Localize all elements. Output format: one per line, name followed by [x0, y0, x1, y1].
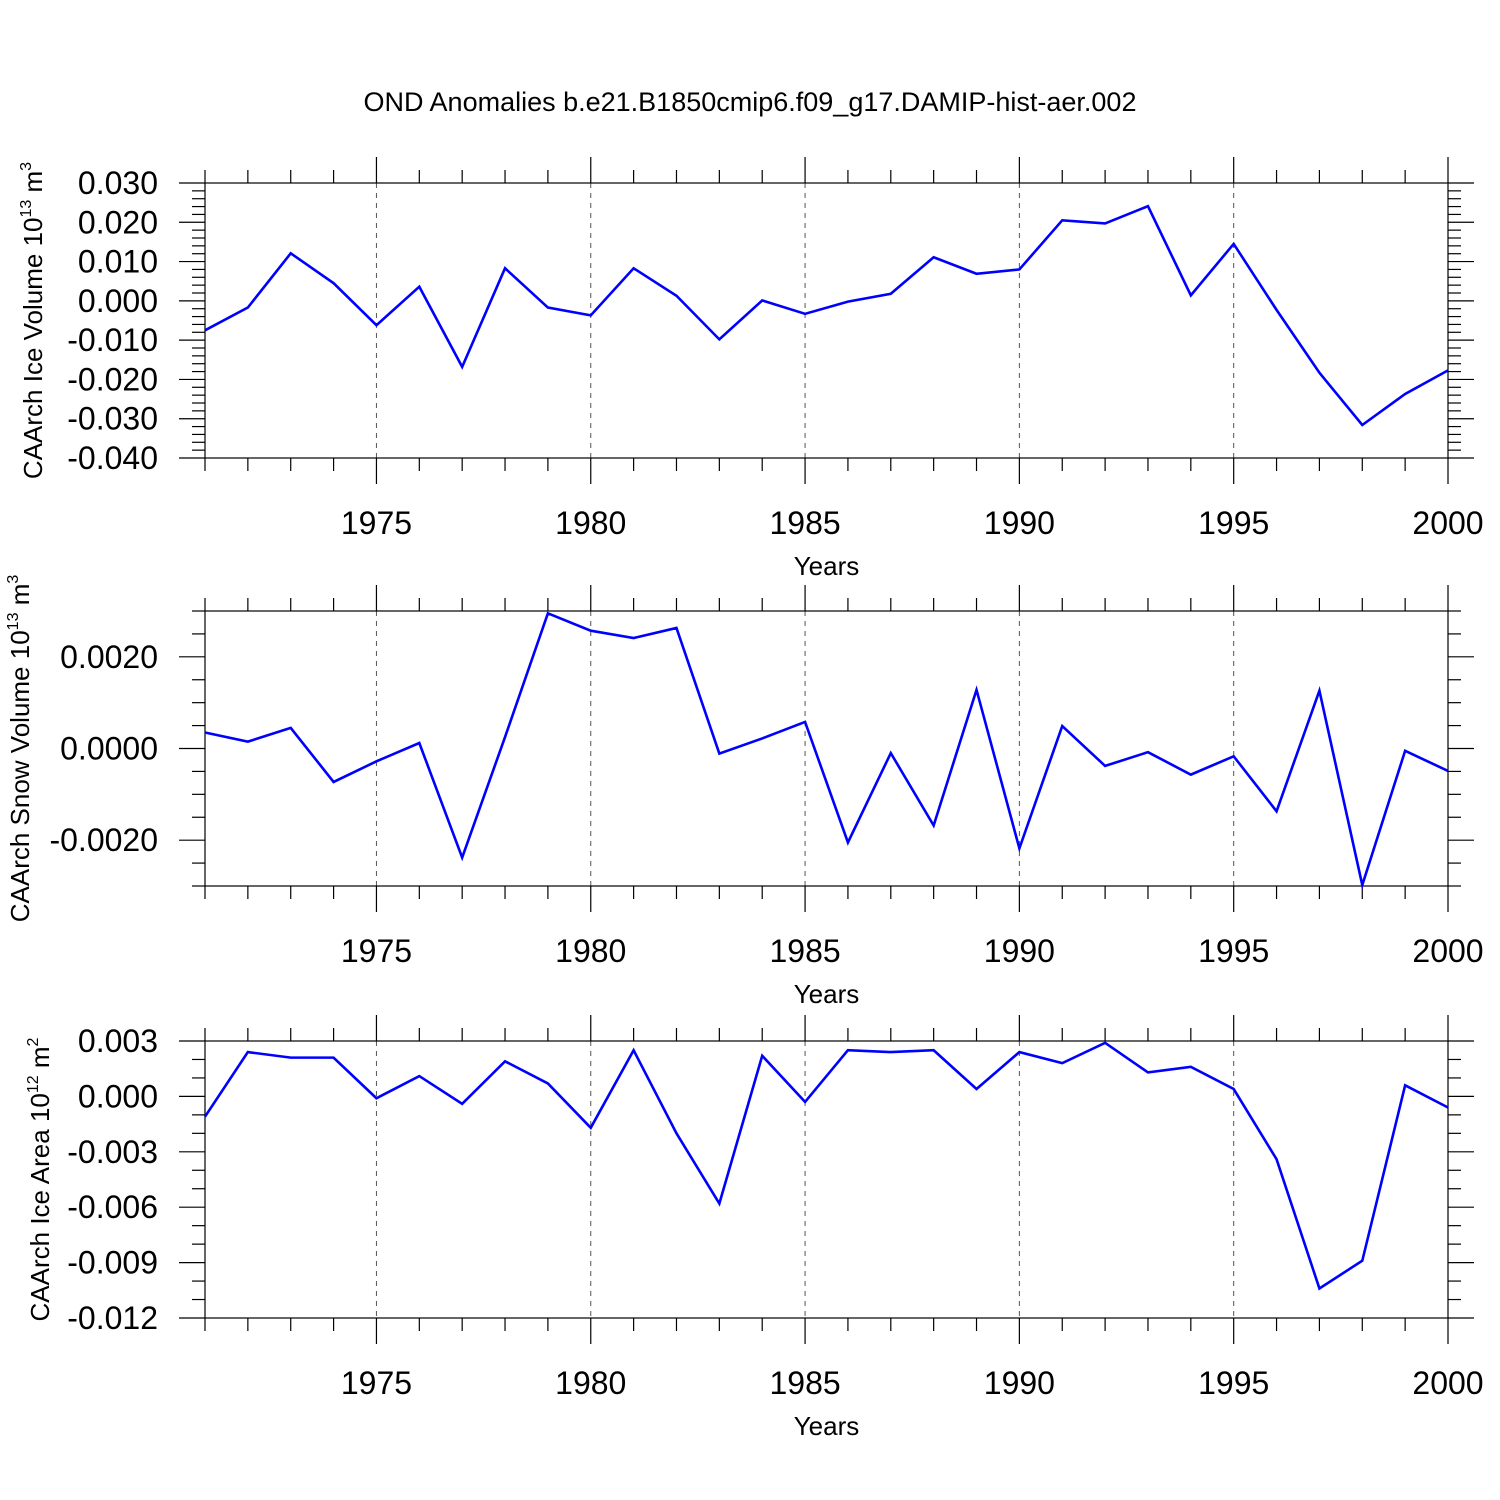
- y-tick-label: -0.020: [67, 361, 158, 397]
- y-axis-label: CAArch Ice Volume 1013 m3: [18, 162, 48, 479]
- y-tick-label: 0.030: [78, 165, 158, 201]
- y-axis-label: CAArch Snow Volume 1013 m3: [5, 575, 35, 923]
- plot-frame: [204, 1040, 1449, 1319]
- series-line: [203, 1041, 1449, 1291]
- y-tick-label: -0.010: [67, 322, 158, 358]
- x-tick-label: 1985: [769, 1365, 840, 1401]
- figure-title: OND Anomalies b.e21.B1850cmip6.f09_g17.D…: [364, 87, 1137, 117]
- x-tick-label: 1995: [1198, 505, 1269, 541]
- y-tick-label: -0.040: [67, 440, 158, 476]
- panel-2: 0.0020 0.0000 -0.0020 1975 1980 1985 1990 1995 2…: [5, 575, 1484, 1009]
- plot-frame: [204, 182, 1449, 459]
- x-tick-label: 1985: [769, 933, 840, 969]
- x-tick-label: 1995: [1198, 933, 1269, 969]
- y-tick-label: 0.003: [78, 1023, 158, 1059]
- y-tick-label: -0.009: [67, 1245, 158, 1281]
- series-line: [204, 204, 1449, 427]
- y-tick-label: 0.000: [78, 1078, 158, 1114]
- x-tick-label: 1975: [341, 933, 412, 969]
- y-tick-label: 0.020: [78, 204, 158, 240]
- x-tick-label: 1995: [1198, 1365, 1269, 1401]
- panel-3: 0.003 0.000 -0.003 -0.006 -0.009 -0.012 1975 19…: [25, 1015, 1484, 1441]
- y-tick-label: -0.030: [67, 401, 158, 437]
- series-line: [204, 611, 1449, 891]
- x-tick-label: 1980: [555, 933, 626, 969]
- x-tick-label: 1990: [984, 1365, 1055, 1401]
- y-tick-label: 0.000: [78, 283, 158, 319]
- x-tick-label: 2000: [1412, 1365, 1483, 1401]
- x-tick-label: 1980: [555, 505, 626, 541]
- y-tick-label: 0.0000: [60, 731, 158, 767]
- x-axis-label: Years: [794, 979, 860, 1009]
- y-tick-label: -0.003: [67, 1134, 158, 1170]
- x-tick-label: 2000: [1412, 933, 1483, 969]
- x-tick-label: 2000: [1412, 505, 1483, 541]
- x-tick-label: 1990: [984, 505, 1055, 541]
- x-tick-label: 1975: [341, 1365, 412, 1401]
- y-tick-label: -0.012: [67, 1300, 158, 1336]
- x-axis-label: Years: [794, 1411, 860, 1441]
- x-axis-label: Years: [794, 551, 860, 581]
- x-tick-label: 1985: [769, 505, 840, 541]
- y-tick-label: 0.010: [78, 244, 158, 280]
- y-axis-label: CAArch Ice Area 1012 m2: [25, 1037, 55, 1321]
- y-tick-label: 0.0020: [60, 639, 158, 675]
- y-tick-label: -0.006: [67, 1189, 158, 1225]
- x-tick-label: 1990: [984, 933, 1055, 969]
- x-tick-label: 1975: [341, 505, 412, 541]
- y-tick-label: -0.0020: [49, 822, 158, 858]
- x-tick-label: 1980: [555, 1365, 626, 1401]
- plot-frame: [204, 610, 1449, 887]
